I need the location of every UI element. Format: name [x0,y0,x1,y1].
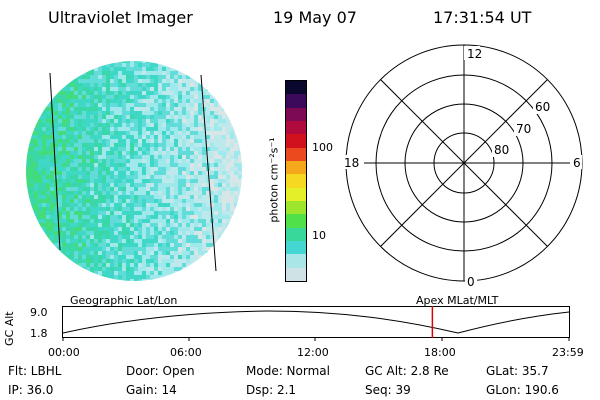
terminator-line-right [200,74,217,272]
colorbar-swatch [286,267,306,281]
lat-label-80: 80 [494,143,509,157]
colorbar-swatch [286,81,306,95]
colorbar-unit-label: photon cm⁻²s⁻¹ [267,137,281,223]
colorbar-swatch [286,94,306,108]
mode-label: Mode: Normal [246,364,330,378]
altitude-curve [62,310,570,334]
timeline-left-caption: Geographic Lat/Lon [70,294,178,307]
colorbar-swatch [286,134,306,148]
date-label: 19 May 07 [273,8,357,27]
lat-label-70: 70 [516,122,531,136]
timeline-ymin: 1.8 [30,327,48,340]
glat-label: GLat: 35.7 [486,364,549,378]
time-tick-3: 18:00 [424,346,456,359]
colorbar-tick-100: 100 [312,141,333,154]
colorbar-swatch [286,201,306,215]
seq-label: Seq: 39 [365,383,411,397]
colorbar-swatch [286,121,306,135]
door-label: Door: Open [126,364,195,378]
mlt-label-top: 12 [467,47,482,61]
polar-mlt-grid: 12 0 18 6 60 70 80 [342,44,583,289]
uv-emission-disk [26,61,242,281]
filter-label: Flt: LBHL [8,364,62,378]
colorbar-swatch [286,214,306,228]
time-label: 17:31:54 UT [433,8,532,27]
colorbar-swatch [286,147,306,162]
time-tick-4: 23:59 [552,346,584,359]
colorbar-swatch [286,174,306,188]
timeline-right-caption: Apex MLat/MLT [416,294,499,307]
colorbar-swatch [286,161,306,175]
timeline-ymax: 9.0 [30,306,48,319]
lat-label-60: 60 [535,100,550,114]
time-tick-0: 00:00 [48,346,80,359]
colorbar-swatch [286,227,306,242]
instrument-title: Ultraviolet Imager [48,8,193,27]
time-tick-1: 06:00 [170,346,202,359]
colorbar [285,80,307,282]
terminator-line-left [49,72,61,251]
dsp-label: Dsp: 2.1 [246,383,297,397]
ip-label: IP: 36.0 [8,383,54,397]
mlt-label-right: 6 [573,156,581,170]
colorbar-swatch [286,187,306,202]
mlt-label-bottom: 0 [467,275,475,289]
colorbar-swatch [286,241,306,255]
timeline-ylabel: GC Alt [3,311,16,346]
mlt-label-left: 18 [344,156,359,170]
colorbar-swatch [286,254,306,268]
glon-label: GLon: 190.6 [486,383,559,397]
colorbar-swatch [286,107,306,122]
gc-alt-label: GC Alt: 2.8 Re [365,364,449,378]
gain-label: Gain: 14 [126,383,177,397]
time-tick-2: 12:00 [297,346,329,359]
colorbar-tick-10: 10 [312,229,326,242]
orbit-altitude-timeline [62,306,570,341]
uv-image-panel [26,61,242,281]
